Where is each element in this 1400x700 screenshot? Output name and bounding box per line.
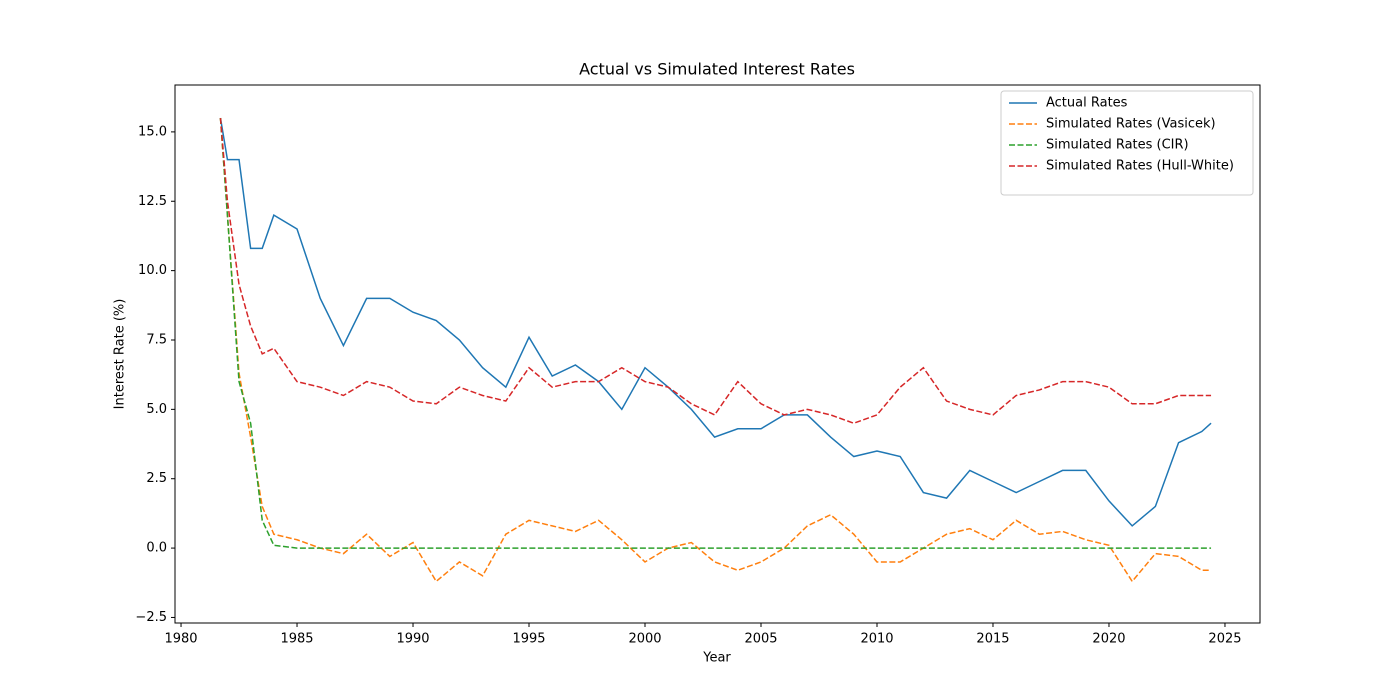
legend-label: Simulated Rates (CIR)	[1046, 138, 1189, 153]
x-tick-label: 2005	[744, 632, 777, 647]
legend-label: Simulated Rates (Vasicek)	[1046, 117, 1216, 132]
x-tick-label: 2025	[1208, 632, 1241, 647]
y-tick-label: 12.5	[138, 194, 167, 209]
chart-title: Actual vs Simulated Interest Rates	[579, 60, 855, 79]
legend-label: Actual Rates	[1046, 96, 1128, 111]
x-axis-label: Year	[702, 651, 731, 666]
legend-label: Simulated Rates (Hull-White)	[1046, 159, 1234, 174]
x-tick-label: 2000	[628, 632, 661, 647]
legend-box	[1000, 90, 1254, 196]
plot-frame	[174, 84, 1261, 624]
y-tick-label: 5.0	[146, 402, 167, 417]
x-tick-label: 2010	[860, 632, 893, 647]
x-tick-label: 1980	[164, 632, 197, 647]
x-tick-label: 1985	[280, 632, 313, 647]
y-axis-label: Interest Rate (%)	[113, 299, 128, 410]
x-tick-label: 1995	[512, 632, 545, 647]
series-line	[219, 117, 1212, 527]
series-line	[219, 117, 1212, 549]
y-tick-label: 10.0	[138, 263, 167, 278]
x-tick-label: 2020	[1092, 632, 1125, 647]
series-line	[219, 117, 1212, 425]
y-tick-label: 2.5	[146, 471, 167, 486]
x-tick-label: 2015	[976, 632, 1009, 647]
x-tick-label: 1990	[396, 632, 429, 647]
y-tick-label: 0.0	[146, 541, 167, 556]
y-tick-label: 7.5	[146, 332, 167, 347]
series-line	[219, 117, 1212, 583]
y-tick-label: −2.5	[135, 610, 167, 625]
y-tick-label: 15.0	[138, 124, 167, 139]
